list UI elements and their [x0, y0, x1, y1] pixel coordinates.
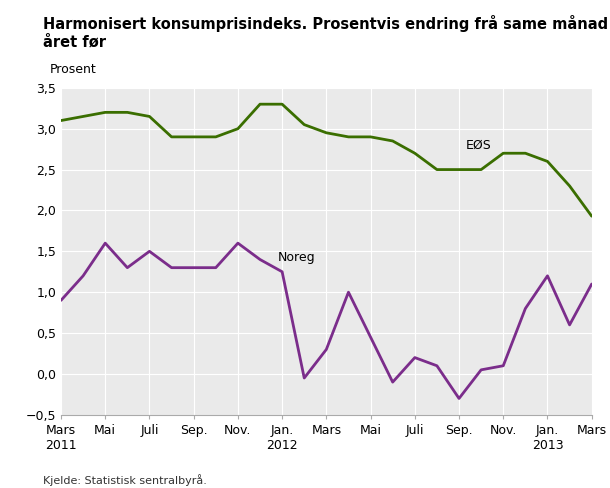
Text: Prosent: Prosent — [50, 62, 97, 76]
Text: Noreg: Noreg — [278, 251, 315, 264]
Text: Harmonisert konsumprisindeks. Prosentvis endring frå same månad
året før: Harmonisert konsumprisindeks. Prosentvis… — [43, 15, 608, 49]
Text: Kjelde: Statistisk sentralbyrå.: Kjelde: Statistisk sentralbyrå. — [43, 474, 207, 486]
Text: EØS: EØS — [465, 139, 492, 152]
